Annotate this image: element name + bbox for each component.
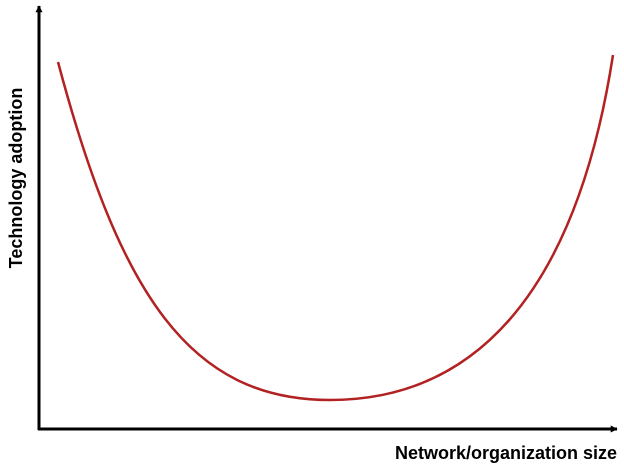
u-curve: [56, 54, 615, 402]
y-axis-label: Technology adoption: [6, 88, 26, 269]
x-axis-label: Network/organization size: [395, 443, 617, 463]
